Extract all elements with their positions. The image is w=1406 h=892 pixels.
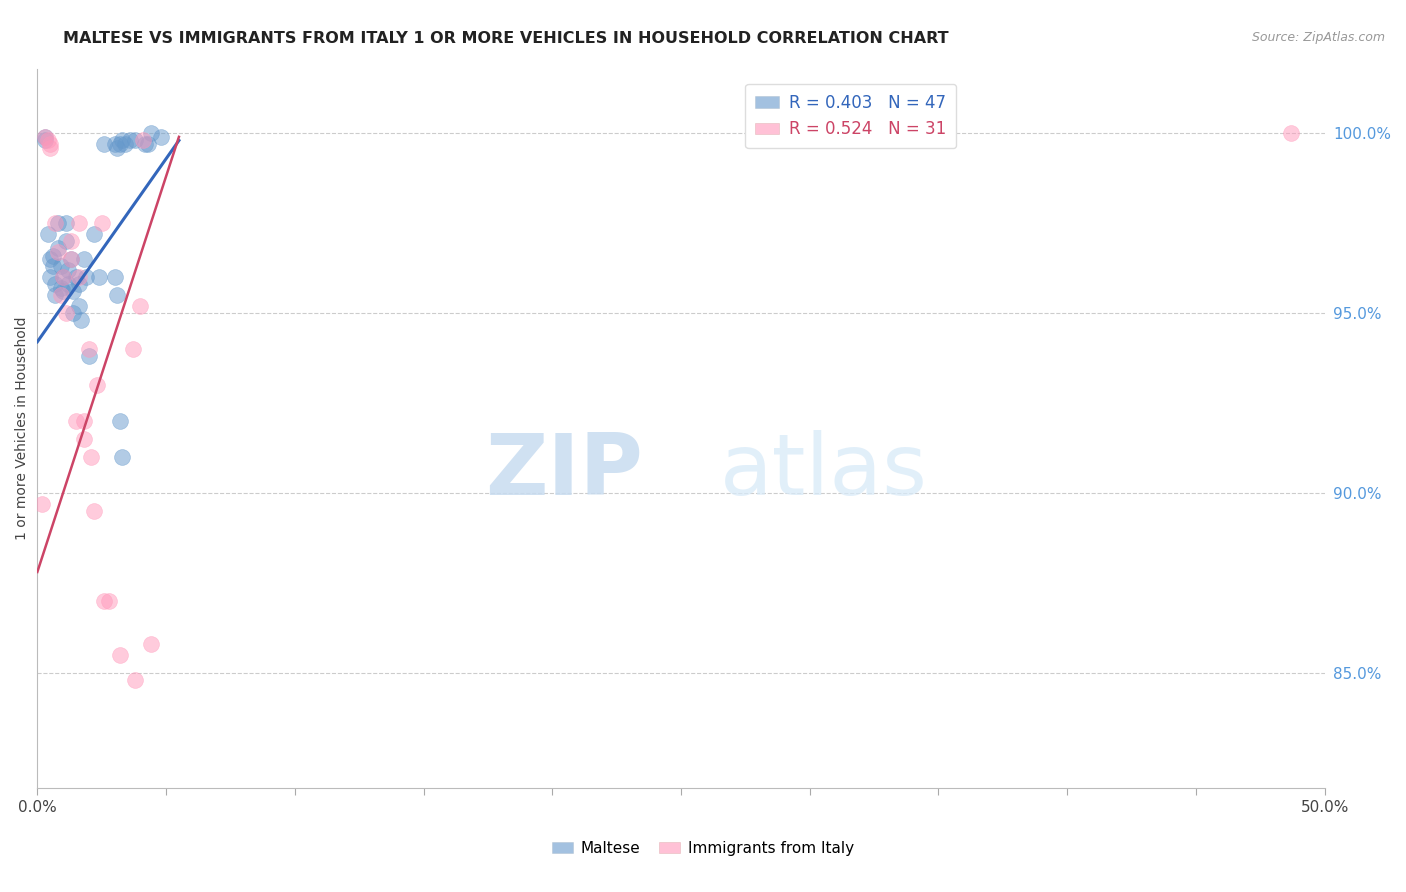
- Point: [103, 270, 125, 285]
- Point: [67, 277, 90, 292]
- Point: [67, 216, 90, 230]
- Point: [70, 313, 93, 327]
- Point: [42, 248, 65, 262]
- Point: [39, 270, 62, 285]
- Point: [59, 252, 82, 266]
- Point: [149, 129, 172, 144]
- Point: [46, 241, 69, 255]
- Point: [62, 306, 84, 320]
- Point: [42, 260, 65, 274]
- Point: [34, 129, 56, 144]
- Point: [37, 227, 59, 241]
- Point: [136, 136, 159, 151]
- Point: [46, 216, 69, 230]
- Point: [93, 593, 115, 607]
- Point: [73, 252, 96, 266]
- Point: [39, 136, 62, 151]
- Point: [121, 342, 143, 356]
- Point: [75, 270, 97, 285]
- Point: [111, 133, 134, 147]
- Point: [46, 244, 69, 259]
- Point: [62, 285, 84, 299]
- Point: [37, 133, 59, 147]
- Point: [67, 270, 90, 285]
- Point: [55, 216, 77, 230]
- Point: [83, 227, 105, 241]
- Point: [31, 497, 53, 511]
- Point: [83, 504, 105, 518]
- Text: Source: ZipAtlas.com: Source: ZipAtlas.com: [1251, 31, 1385, 45]
- Point: [132, 133, 155, 147]
- Point: [108, 414, 131, 428]
- Point: [1279, 126, 1302, 140]
- Point: [34, 129, 56, 144]
- Point: [55, 234, 77, 248]
- Point: [93, 136, 115, 151]
- Point: [65, 414, 87, 428]
- Point: [105, 288, 128, 302]
- Point: [52, 270, 75, 285]
- Point: [89, 270, 111, 285]
- Point: [67, 299, 90, 313]
- Point: [55, 306, 77, 320]
- Point: [58, 277, 80, 292]
- Text: MALTESE VS IMMIGRANTS FROM ITALY 1 OR MORE VEHICLES IN HOUSEHOLD CORRELATION CHA: MALTESE VS IMMIGRANTS FROM ITALY 1 OR MO…: [63, 31, 949, 46]
- Point: [124, 673, 146, 687]
- Point: [73, 414, 96, 428]
- Point: [44, 216, 66, 230]
- Point: [34, 133, 56, 147]
- Point: [105, 141, 128, 155]
- Point: [139, 637, 162, 651]
- Text: ZIP: ZIP: [485, 430, 643, 513]
- Point: [114, 136, 136, 151]
- Point: [73, 432, 96, 446]
- Point: [49, 281, 72, 295]
- Legend: R = 0.403   N = 47, R = 0.524   N = 31: R = 0.403 N = 47, R = 0.524 N = 31: [745, 84, 956, 148]
- Y-axis label: 1 or more Vehicles in Household: 1 or more Vehicles in Household: [15, 317, 30, 540]
- Point: [44, 277, 66, 292]
- Point: [108, 648, 131, 662]
- Point: [108, 136, 131, 151]
- Point: [39, 252, 62, 266]
- Text: atlas: atlas: [720, 430, 928, 513]
- Point: [52, 285, 75, 299]
- Point: [111, 450, 134, 464]
- Point: [49, 288, 72, 302]
- Legend: Maltese, Immigrants from Italy: Maltese, Immigrants from Italy: [546, 835, 860, 862]
- Point: [86, 378, 108, 392]
- Point: [77, 349, 100, 363]
- Point: [124, 133, 146, 147]
- Point: [118, 133, 141, 147]
- Point: [98, 593, 121, 607]
- Point: [103, 136, 125, 151]
- Point: [58, 263, 80, 277]
- Point: [44, 288, 66, 302]
- Point: [129, 299, 152, 313]
- Point: [80, 450, 103, 464]
- Point: [59, 252, 82, 266]
- Point: [77, 342, 100, 356]
- Point: [59, 234, 82, 248]
- Point: [52, 270, 75, 285]
- Point: [49, 260, 72, 274]
- Point: [39, 141, 62, 155]
- Point: [65, 270, 87, 285]
- Point: [139, 126, 162, 140]
- Point: [90, 216, 112, 230]
- Point: [134, 136, 156, 151]
